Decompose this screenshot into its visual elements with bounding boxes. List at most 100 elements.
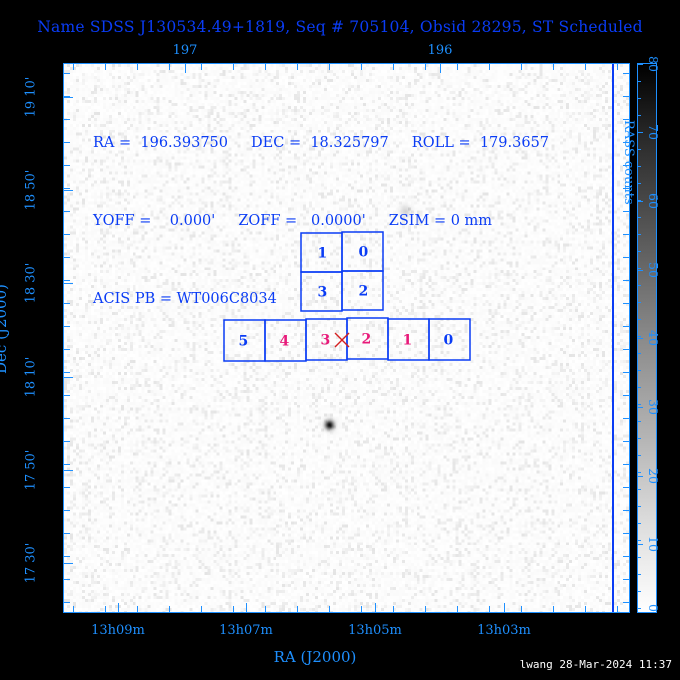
x-top-minor-tick [425,63,427,70]
colorbar-minor-tick [637,302,641,304]
x-top-minor-tick [457,63,459,70]
y-axis-label: Dec (J2000) [0,284,10,374]
colorbar-minor-tick [637,455,641,457]
y-minor-tick [63,119,70,121]
colorbar-tick [637,407,643,409]
x-major-tick [375,603,377,613]
x-top-minor-tick [361,63,363,70]
x-top-minor-tick [297,63,299,70]
y-minor-tick [63,234,70,236]
y-tick-label: 18 50' [23,169,39,211]
y-right-minor-tick [623,303,630,305]
y-right-minor-tick [623,602,630,604]
x-top-minor-tick [489,63,491,70]
y-minor-tick [63,257,70,259]
y-major-tick [63,470,73,472]
colorbar-minor-tick [637,200,641,202]
colorbar-minor-tick [637,166,641,168]
x-minor-tick [585,606,587,613]
y-right-minor-tick [623,510,630,512]
x-minor-tick [553,606,555,613]
y-right-minor-tick [623,556,630,558]
y-right-minor-tick [623,349,630,351]
colorbar-label: RASS counts [621,120,636,205]
y-minor-tick [63,395,70,397]
x-top-minor-tick [521,63,523,70]
y-right-minor-tick [623,96,630,98]
x-top-minor-tick [617,63,619,70]
param-line-1: RA = 196.393750 DEC = 18.325797 ROLL = 1… [93,135,550,151]
y-right-minor-tick [623,280,630,282]
x-top-minor-tick [201,63,203,70]
x-minor-tick [457,606,459,613]
x-minor-tick [233,606,235,613]
colorbar-tick-label: 30 [646,399,661,415]
y-right-minor-tick [623,188,630,190]
x-top-minor-tick [585,63,587,70]
colorbar-minor-tick [637,81,641,83]
y-right-minor-tick [623,579,630,581]
x-minor-tick [489,606,491,613]
y-minor-tick [63,188,70,190]
colorbar-minor-tick [637,489,641,491]
colorbar-minor-tick [637,591,641,593]
colorbar-minor-tick [637,438,641,440]
y-major-tick [63,190,73,192]
x-minor-tick [617,606,619,613]
y-minor-tick [63,418,70,420]
x-minor-tick [169,606,171,613]
x-top-minor-tick [73,63,75,70]
x-top-tick-label: 196 [427,43,453,58]
x-top-minor-tick [553,63,555,70]
y-minor-tick [63,211,70,213]
credit-timestamp: lwang 28-Mar-2024 11:37 [519,658,672,671]
x-top-minor-tick [105,63,107,70]
colorbar-minor-tick [637,370,641,372]
y-minor-tick [63,441,70,443]
colorbar-minor-tick [637,506,641,508]
x-top-major-tick [440,63,442,73]
y-minor-tick [63,372,70,374]
colorbar-tick-label: 0 [646,604,661,612]
x-minor-tick [73,606,75,613]
y-right-minor-tick [623,395,630,397]
x-minor-tick [265,606,267,613]
x-minor-tick [361,606,363,613]
observation-parameters: RA = 196.393750 DEC = 18.325797 ROLL = 1… [93,78,549,364]
y-minor-tick [63,303,70,305]
colorbar-minor-tick [637,64,641,66]
y-right-minor-tick [623,372,630,374]
colorbar-minor-tick [637,149,641,151]
y-tick-label: 17 30' [23,542,39,584]
y-minor-tick [63,73,70,75]
y-right-minor-tick [623,142,630,144]
colorbar-minor-tick [637,472,641,474]
colorbar-minor-tick [637,268,641,270]
colorbar-minor-tick [637,574,641,576]
param-line-2: YOFF = 0.000' ZOFF = 0.0000' ZSIM = 0 mm [93,213,493,229]
x-tick-label: 13h07m [219,623,273,638]
colorbar-minor-tick [637,540,641,542]
colorbar-minor-tick [637,608,641,610]
param-line-3: ACIS PB = WT006C8034 [93,291,277,307]
colorbar-tick-label: 40 [646,330,661,346]
y-minor-tick [63,533,70,535]
colorbar-minor-tick [637,319,641,321]
x-minor-tick [393,606,395,613]
y-minor-tick [63,487,70,489]
x-top-minor-tick [329,63,331,70]
x-minor-tick [137,606,139,613]
x-major-tick [504,603,506,613]
x-tick-label: 13h03m [477,623,531,638]
colorbar-minor-tick [637,115,641,117]
x-minor-tick [297,606,299,613]
colorbar-tick [637,270,643,272]
y-minor-tick [63,165,70,167]
x-minor-tick [521,606,523,613]
y-major-tick [63,563,73,565]
y-tick-label: 19 10' [23,76,39,118]
y-minor-tick [63,464,70,466]
plot-inner-divider [612,64,614,612]
